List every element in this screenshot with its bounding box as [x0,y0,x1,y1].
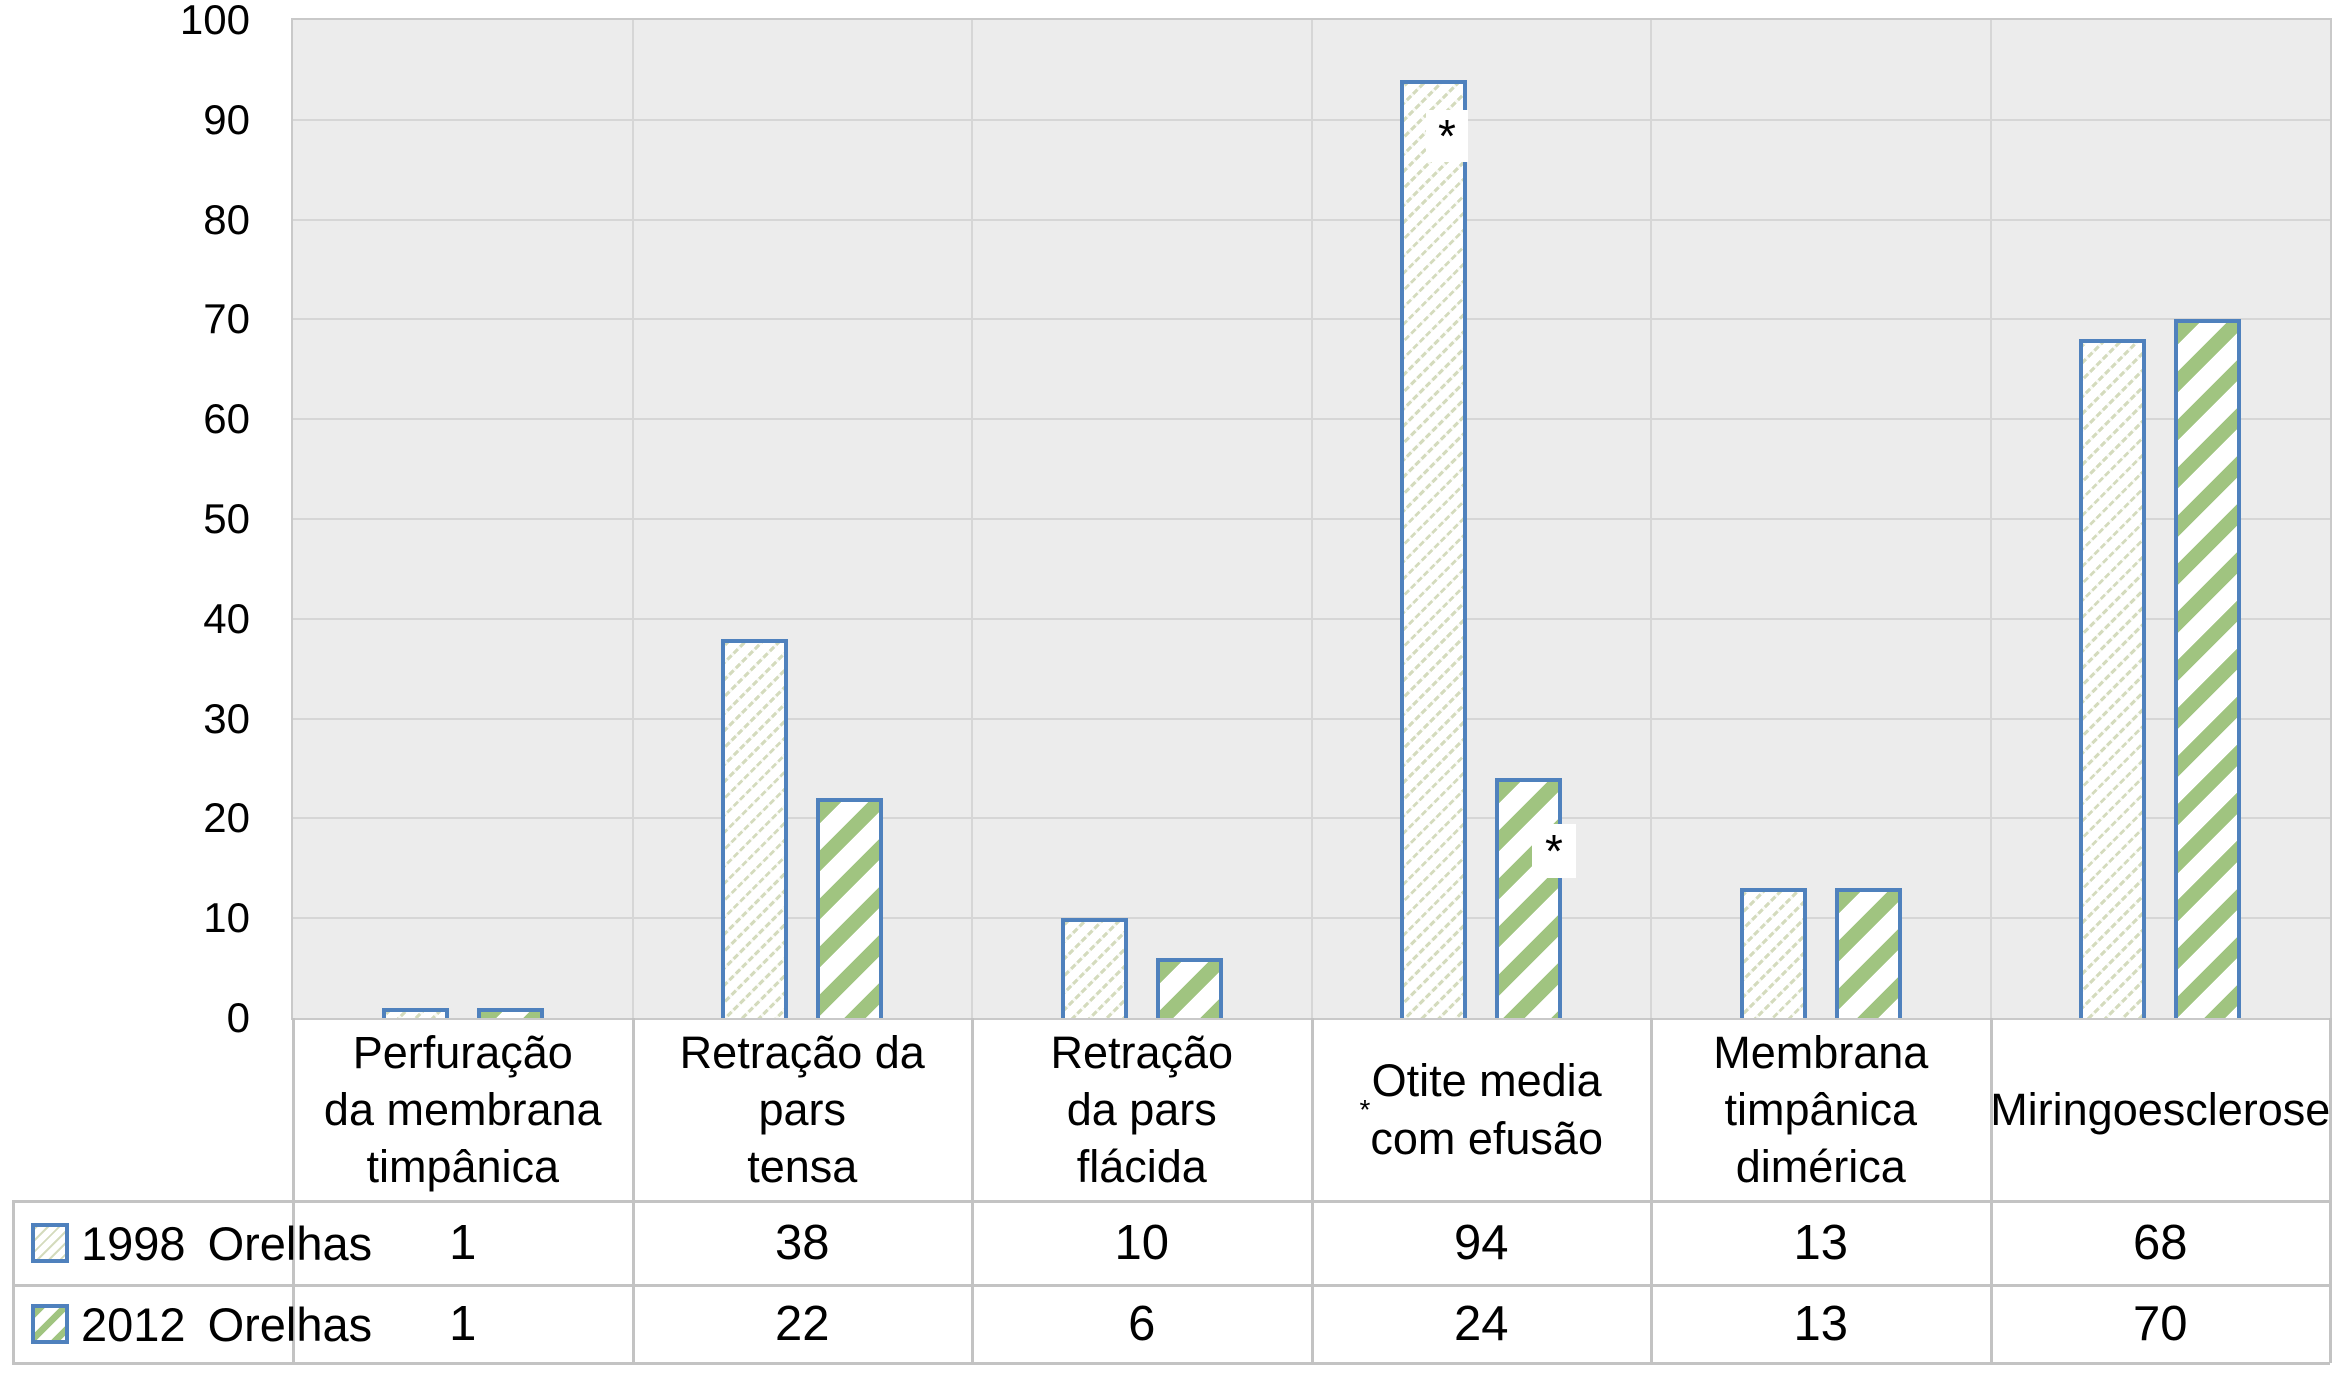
value-cell-1998-category-0: 1 [449,1216,477,1270]
bar-2012-category-5 [2174,319,2242,1018]
table-vertical-line [12,1201,15,1363]
category-header-cell: Miringoesclerose [1990,1083,2331,1135]
value-cell-1998-category-2: 10 [1114,1216,1169,1270]
y-axis-tick-label: 80 [203,195,250,243]
value-cell-1998-category-3: 94 [1453,1216,1509,1270]
table-vertical-line [2329,1018,2332,1363]
table-vertical-line [292,1018,295,1363]
category-header-cell: Membrana timpânica dimérica [1713,1026,1929,1193]
table-vertical-line [971,1018,974,1363]
value-cell-2012-category-2: 6 [1128,1297,1156,1351]
legend-item-1998: 1998 Orelhas [15,1203,372,1283]
legend-series-unit: Orelhas [207,1297,373,1351]
table-vertical-line [1989,1018,1993,1363]
legend-item-2012: 2012 Orelhas [15,1287,372,1361]
table-horizontal-line [12,1200,2330,1203]
legend-swatch-2012-icon [31,1304,69,1344]
category-header-cell: Perfuração da membrana timpânica [323,1026,602,1193]
y-axis-tick-label: 20 [203,794,250,842]
category-header-cell: Retração da pars tensa [679,1026,925,1193]
value-cell-1998-category-5: 68 [2132,1216,2188,1270]
significance-asterisk-1998: * [1426,110,1468,162]
bar-1998-category-5 [2079,339,2147,1018]
bar-2012-category-3 [1495,778,1563,1018]
table-horizontal-line [12,1362,2330,1365]
value-cell-2012-category-0: 1 [449,1297,477,1351]
category-header-cell: Retração da pars flácida [1050,1026,1234,1193]
category-divider-line [1989,20,1992,1018]
bar-2012-category-0 [476,1008,544,1018]
y-axis-tick-label: 30 [203,694,250,742]
value-cell-2012-category-4: 13 [1793,1297,1848,1351]
table-horizontal-line [12,1284,2330,1287]
table-vertical-line [1310,1018,1314,1363]
bar-2012-category-4 [1834,888,1902,1018]
category-divider-line [631,20,634,1018]
category-divider-line [971,20,973,1018]
legend-series-year: 1998 [81,1216,186,1270]
y-axis-tick-label: 40 [203,594,250,642]
y-axis-tick-label: 0 [226,994,250,1041]
category-header-cell: * Otite media com efusão [1359,1055,1603,1164]
value-cell-2012-category-3: 24 [1453,1297,1509,1351]
legend-swatch-1998-icon [31,1223,69,1263]
value-cell-2012-category-5: 70 [2132,1297,2188,1351]
bar-1998-category-4 [1739,888,1807,1018]
value-cell-2012-category-1: 22 [774,1297,830,1351]
table-vertical-line [631,1018,635,1363]
category-divider-line [1650,20,1652,1018]
bar-2012-category-1 [816,798,884,1018]
significance-asterisk-2012: * [1532,824,1576,878]
bar-1998-category-3 [1400,79,1468,1018]
bar-1998-category-0 [381,1008,449,1018]
y-axis-tick-label: 90 [203,95,250,143]
bar-2012-category-2 [1155,958,1223,1018]
y-axis-tick-label: 50 [203,495,250,542]
y-axis-tick-label: 100 [179,0,250,43]
value-cell-1998-category-4: 13 [1793,1216,1848,1270]
legend-series-unit: Orelhas [207,1216,373,1270]
legend-series-year: 2012 [81,1297,186,1351]
bar-1998-category-2 [1060,918,1128,1018]
table-vertical-line [1650,1018,1653,1363]
y-axis-tick-label: 70 [203,295,250,343]
y-axis-tick-label: 10 [203,894,250,942]
y-axis-tick-label: 60 [203,395,250,443]
bar-1998-category-1 [721,638,789,1018]
category-divider-line [1310,20,1313,1018]
value-cell-1998-category-1: 38 [774,1216,830,1270]
